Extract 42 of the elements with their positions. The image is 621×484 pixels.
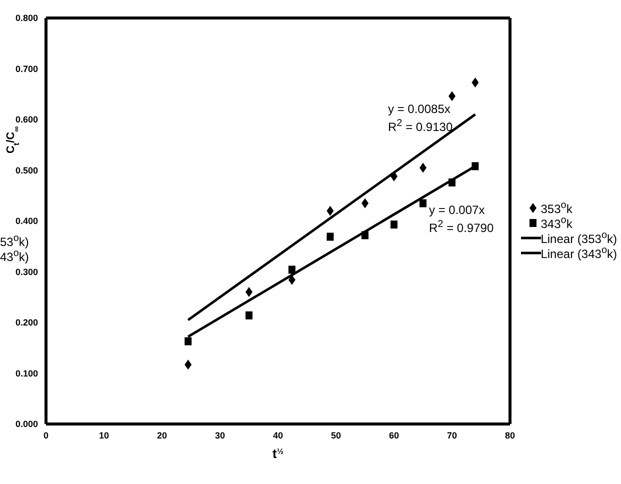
legend-label: 353$^{o}$k [540,200,572,216]
y-tick-label: 0.100 [15,368,38,378]
point [184,337,192,346]
annotation: R$^{2}$ = 0.9790 [429,218,494,235]
x-axis-title: t$^{½}$ [272,446,284,461]
point [246,311,252,320]
legend-label: Linear (353$^{o}$k) [540,230,617,246]
y-tick-label: 0.700 [15,64,38,74]
annotation: y = 0.0085x [388,102,450,116]
point [472,162,479,170]
y-tick-label: 0.400 [15,216,38,226]
x-tick-label: 30 [214,430,226,440]
point [362,231,368,240]
point [472,77,479,88]
legend-label: Linear (343$^{o}$k) [540,244,617,260]
y-tick-label: 0.300 [15,266,38,277]
y-tick-label: 0.500 [15,165,38,176]
point [390,220,398,229]
x-tick-label: 10 [98,430,110,440]
point [288,274,296,285]
annotation: R$^{2}$ = 0.9130 [388,117,453,134]
x-tick-label: 40 [272,430,284,440]
point [448,178,456,186]
x-tick-label: 60 [388,430,400,440]
y-tick-label: 0.600 [15,114,38,125]
y-tick-label: 0.000 [15,419,38,430]
x-tick-label: 80 [504,430,516,440]
y-tick-label: 0.800 [15,13,38,24]
x-tick-label: 50 [330,430,342,440]
x-tick-label: 70 [446,430,458,440]
point [326,232,334,241]
point [184,360,192,370]
legend-label: 343$^{o}$k [540,214,572,230]
y-tick-label: 0.200 [15,318,38,328]
text: 43$^{o}$k) [0,248,29,264]
point [288,266,296,274]
x-tick-label: 20 [156,430,168,440]
text: 53$^{o}$k) [0,232,29,249]
annotation: y = 0.007x [429,203,485,217]
point [420,199,426,208]
point [326,206,334,216]
x-tick-label: 0 [43,430,49,440]
